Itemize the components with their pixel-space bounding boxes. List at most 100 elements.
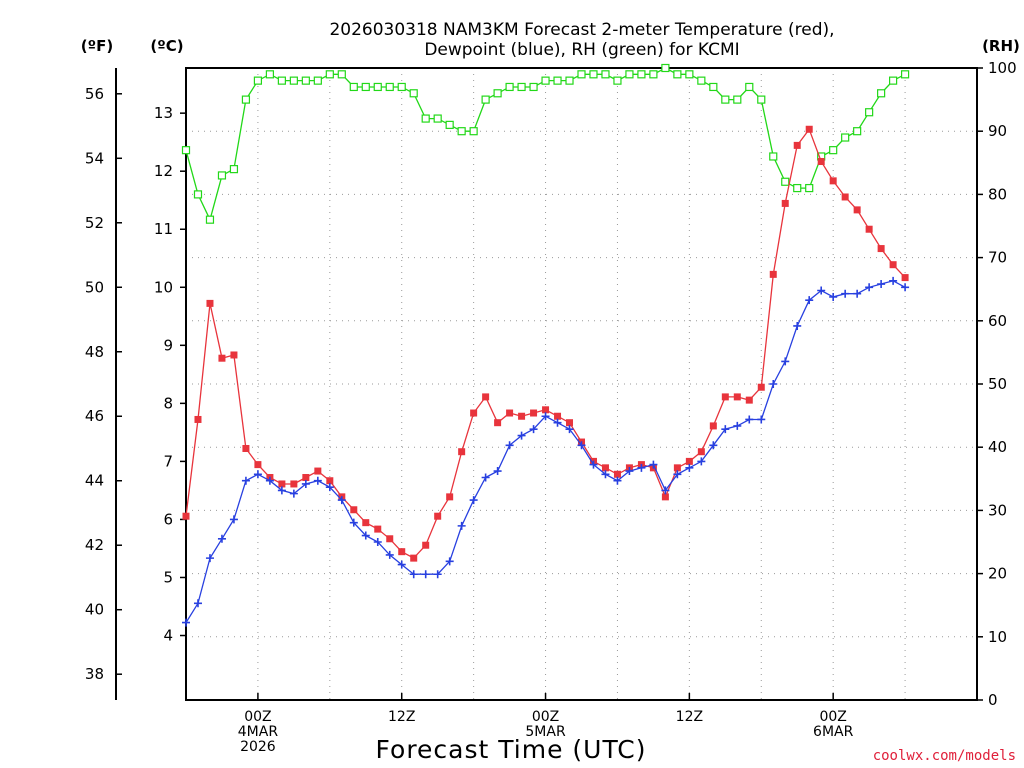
rh-tick-label: 40 [988,438,1007,456]
dewpoint-point [493,467,502,476]
temperature-point [865,225,873,233]
rh-tick-label: 70 [988,249,1007,267]
rh-tick-label: 0 [988,691,998,709]
x-tick-label: 00Z [244,709,271,725]
temperature-point [410,554,418,562]
dewpoint-point [193,599,202,608]
x-tick-label: 6MAR [813,724,854,740]
rh-point [193,190,203,199]
rh-point [673,70,682,79]
celsius-tick-label: 11 [154,220,173,238]
fahrenheit-tick-label: 52 [85,214,104,232]
temperature-point [745,396,753,404]
dewpoint-point [757,415,766,424]
fahrenheit-tick-label: 54 [85,149,104,167]
fahrenheit-tick-label: 46 [85,407,104,425]
dewpoint-point [433,570,442,579]
rh-point [601,70,610,79]
dewpoint-point [721,425,730,434]
dewpoint-point [745,415,754,424]
dewpoint-point [313,476,322,485]
rh-point [565,76,574,85]
rh-point [385,82,394,92]
dewpoint-point [265,476,274,485]
rh-point [505,82,514,92]
rh-series [181,63,910,224]
dewpoint-point [565,425,574,434]
fahrenheit-tick-label: 56 [85,85,104,103]
dewpoint-point [385,550,394,559]
rh-point [517,82,526,92]
rh-point [697,76,706,85]
temperature-point [853,206,861,214]
rh-point [553,76,562,85]
temperature-point [218,354,226,362]
rh-point [277,76,286,85]
dewpoint-point [829,292,838,301]
temperature-point [793,141,801,149]
celsius-tick-label: 8 [163,394,173,412]
dewpoint-point [781,357,790,366]
dewpoint-point [589,460,598,469]
rh-tick-label: 100 [988,59,1017,77]
rh-point [541,76,550,85]
rh-point [757,95,766,104]
x-tick-label: 12Z [388,709,415,725]
temperature-point [434,512,442,520]
rh-point [900,70,910,79]
title: 2026030318 NAM3KM Forecast 2-meter Tempe… [329,20,834,60]
rh-point [433,114,442,123]
temperature-point [230,351,238,359]
dewpoint-point [217,534,226,543]
temperature-point [374,525,382,533]
celsius-tick-label: 12 [154,162,173,180]
dewpoint-point [289,489,298,498]
temperature-point [446,493,454,501]
celsius-tick-label: 13 [154,104,173,122]
temperature-point [482,393,490,401]
temperature-point [518,412,526,420]
dewpoint-point [709,441,718,450]
rh-tick-label: 20 [988,565,1007,583]
celsius-tick-label: 10 [154,278,173,296]
dewpoint-point [481,473,490,482]
rh-point [361,82,370,92]
rh-point [841,133,850,142]
temperature-point [817,158,825,166]
rh-point [481,95,490,104]
dewpoint-point [613,476,622,485]
temperature-point [601,464,609,472]
dewpoint-point [865,283,874,292]
temperature-point [242,444,250,452]
rh-point [733,95,742,104]
temperature-point [554,412,562,420]
rh-tick-label: 90 [988,122,1007,140]
rh-point [181,146,191,155]
dewpoint-point [397,560,406,569]
temperature-point [829,177,837,185]
fahrenheit-tick-label: 40 [85,601,104,619]
dewpoint-point [685,463,694,472]
x-tick-label: 2026 [240,739,276,755]
x-tick-label: 5MAR [525,724,566,740]
rh-point [337,70,346,79]
temperature-point [733,393,741,401]
chart-title-line1: 2026030318 NAM3KM Forecast 2-meter Tempe… [329,20,834,40]
rh-point [253,76,263,85]
temperature-point [721,393,729,401]
rh-point [457,127,466,136]
rh-point [853,127,862,136]
gridlines [186,68,977,700]
dewpoint-point [649,460,658,469]
dewpoint-point [277,486,286,495]
rh-point [829,146,838,155]
temperature-point [841,193,849,201]
temperature-point [769,270,777,278]
celsius-tick-label: 7 [163,452,173,470]
temperature-point [685,457,693,465]
dewpoint-point [841,289,850,298]
dewpoint-point [553,418,562,427]
rh-point [217,171,227,180]
dewpoint-point [577,441,586,450]
temperature-point [673,464,681,472]
